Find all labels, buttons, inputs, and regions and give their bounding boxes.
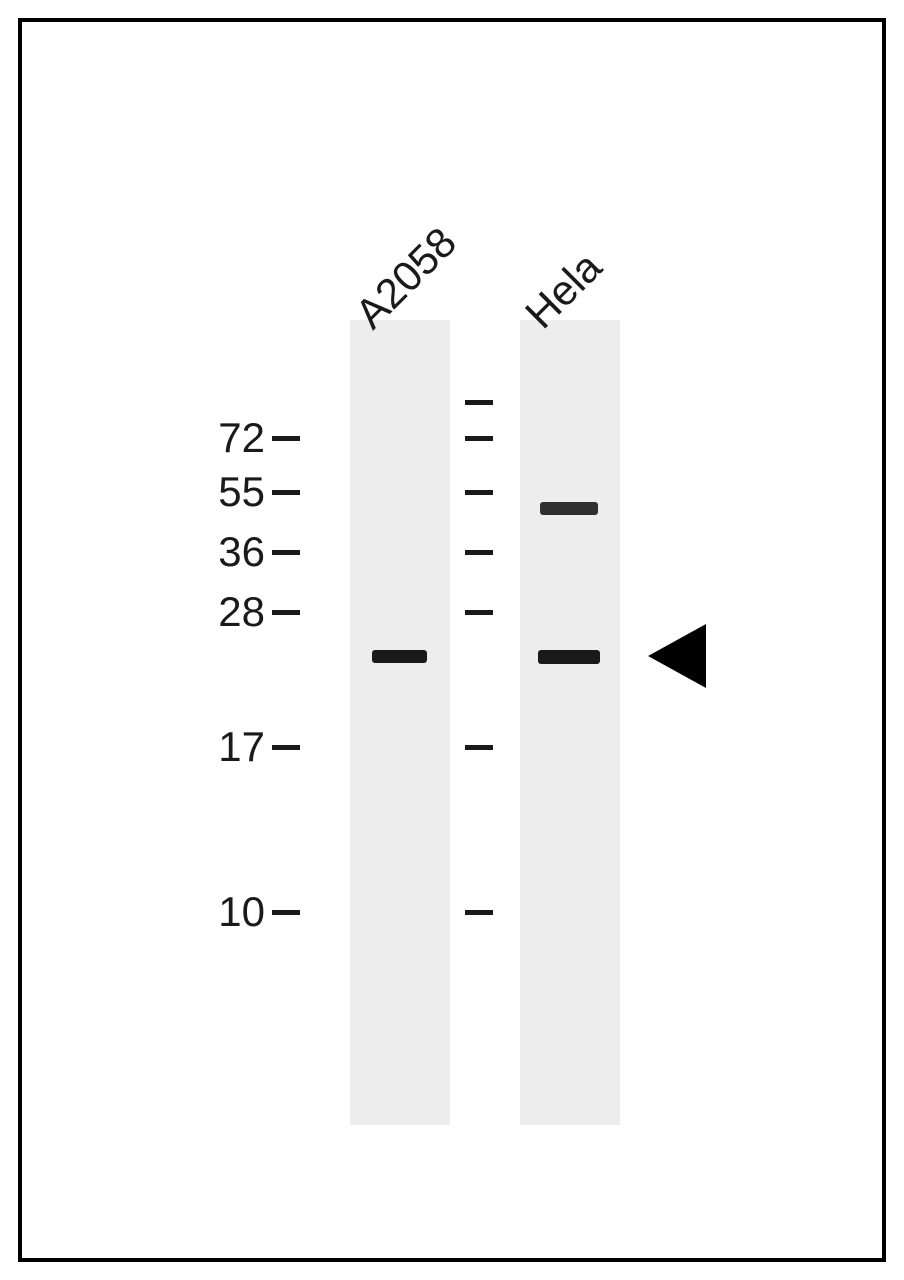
ladder-tick-extra-0 [465, 400, 493, 405]
mw-label-28: 28 [185, 588, 265, 636]
mw-label-10: 10 [185, 888, 265, 936]
mw-tick-36 [272, 550, 300, 555]
mw-tick-55 [272, 490, 300, 495]
mw-tick-28 [272, 610, 300, 615]
ladder-tick-17 [465, 745, 493, 750]
target-band-arrow-icon [648, 624, 706, 688]
ladder-tick-72 [465, 436, 493, 441]
band-lane1-0 [372, 650, 427, 663]
blot-content: A2058 Hela 725536281710 [40, 40, 864, 1240]
mw-tick-72 [272, 436, 300, 441]
mw-tick-10 [272, 910, 300, 915]
mw-label-72: 72 [185, 414, 265, 462]
ladder-tick-28 [465, 610, 493, 615]
mw-label-36: 36 [185, 528, 265, 576]
mw-tick-17 [272, 745, 300, 750]
ladder-tick-36 [465, 550, 493, 555]
band-lane2-1 [538, 650, 600, 664]
ladder-tick-55 [465, 490, 493, 495]
mw-label-17: 17 [185, 723, 265, 771]
lane-hela [520, 320, 620, 1125]
lane-a2058 [350, 320, 450, 1125]
mw-label-55: 55 [185, 468, 265, 516]
ladder-tick-10 [465, 910, 493, 915]
band-lane2-0 [540, 502, 598, 515]
